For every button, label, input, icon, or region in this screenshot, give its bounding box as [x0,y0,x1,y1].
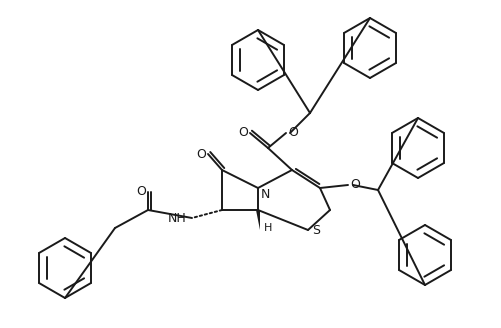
Text: H: H [264,223,272,233]
Text: O: O [136,184,146,197]
Polygon shape [256,210,260,230]
Text: NH: NH [168,212,187,224]
Text: O: O [288,126,298,138]
Text: N: N [261,188,270,200]
Text: S: S [312,223,319,236]
Text: O: O [196,148,205,160]
Text: O: O [349,177,359,191]
Text: O: O [237,126,247,138]
